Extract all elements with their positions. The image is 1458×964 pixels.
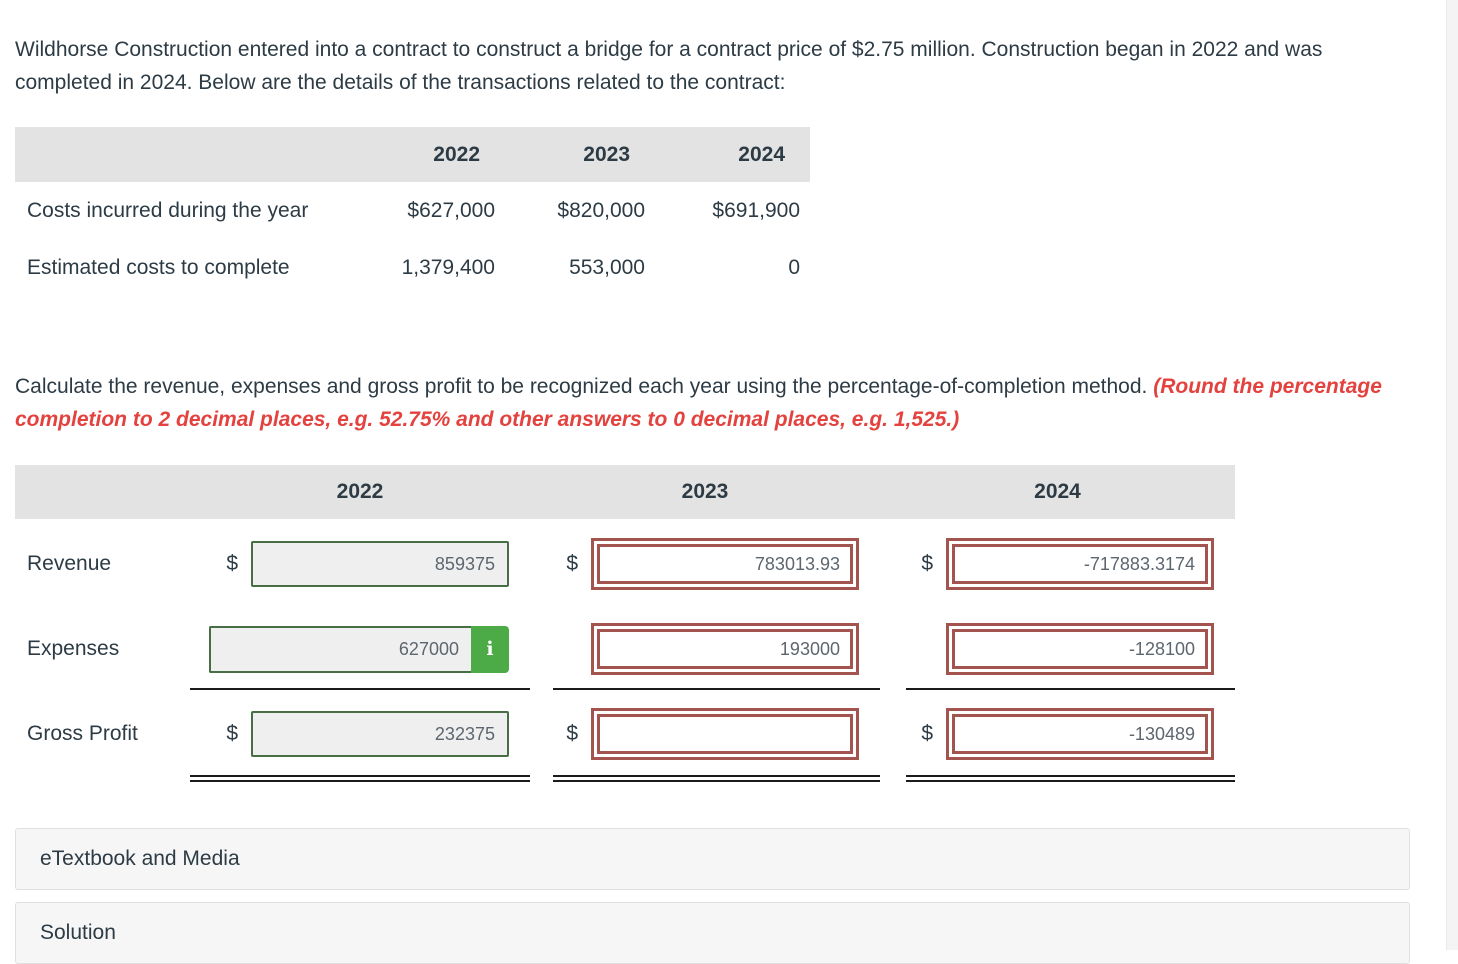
dollar-sign: $ [921, 552, 933, 575]
expenses-2024-input[interactable]: -128100 [946, 623, 1214, 675]
gross-profit-2023-cell: $ [530, 708, 880, 760]
gross-profit-2023-input[interactable] [591, 708, 859, 760]
answer-table: 2022 2023 2024 Revenue $ 859375 $ 783013… [15, 465, 1235, 782]
expenses-2022-cell: 627000 i [190, 625, 530, 673]
cost-table-year-2022: 2022 [433, 142, 480, 166]
expenses-2023-input[interactable]: 193000 [591, 623, 859, 675]
gross-profit-2024-cell: $ -130489 [880, 708, 1235, 760]
dollar-sign: $ [226, 552, 238, 575]
total-rule-2024 [906, 775, 1235, 782]
dollar-sign: $ [566, 552, 578, 575]
answer-year-2024: 2024 [1034, 480, 1081, 503]
estimated-costs-2024: 0 [788, 255, 800, 279]
expenses-label: Expenses [27, 637, 120, 660]
cost-table-header-row: 2022 2023 2024 [15, 127, 810, 182]
costs-incurred-2024: $691,900 [712, 198, 800, 222]
costs-incurred-2022: $627,000 [407, 198, 495, 222]
dollar-sign: $ [566, 722, 578, 745]
answer-year-2023: 2023 [681, 480, 729, 503]
etextbook-panel-label: eTextbook and Media [40, 847, 240, 870]
revenue-2023-value: 783013.93 [597, 544, 853, 584]
dollar-sign: $ [921, 722, 933, 745]
rounding-note: (Round the percentage completion to 2 de… [15, 375, 1382, 431]
gross-profit-2022-cell: $ 232375 [190, 711, 530, 757]
expenses-2024-value: -128100 [952, 629, 1208, 669]
estimated-costs-2022: 1,379,400 [401, 255, 495, 279]
expenses-2023-cell: 193000 [530, 623, 880, 675]
answer-year-2022: 2022 [336, 480, 384, 503]
revenue-2024-value: -717883.3174 [952, 544, 1208, 584]
answer-table-header-row: 2022 2023 2024 [15, 465, 1235, 519]
revenue-2022-cell: $ 859375 [190, 541, 530, 587]
revenue-row: Revenue $ 859375 $ 783013.93 $ -717883.3… [15, 538, 1235, 590]
total-rule-2022 [190, 775, 530, 782]
total-rule-2023 [553, 775, 880, 782]
estimated-costs-label: Estimated costs to complete [27, 255, 290, 279]
costs-incurred-label: Costs incurred during the year [27, 198, 309, 222]
calculation-instruction: Calculate the revenue, expenses and gros… [15, 370, 1405, 436]
estimated-costs-2023: 553,000 [569, 255, 645, 279]
expenses-2024-cell: -128100 [880, 623, 1235, 675]
gross-profit-row: Gross Profit $ 232375 $ $ -130489 [15, 708, 1235, 760]
scrollbar-track[interactable] [1446, 0, 1458, 950]
dollar-sign: $ [226, 722, 238, 745]
total-rule-row [15, 775, 1235, 782]
revenue-2022-input[interactable]: 859375 [251, 541, 509, 587]
gross-profit-2024-input[interactable]: -130489 [946, 708, 1214, 760]
revenue-2024-input[interactable]: -717883.3174 [946, 538, 1214, 590]
table-row: Costs incurred during the year $627,000 … [15, 182, 810, 239]
solution-panel-label: Solution [40, 921, 116, 944]
gross-profit-label: Gross Profit [27, 722, 138, 745]
cost-table-year-2024: 2024 [738, 142, 785, 166]
solution-panel[interactable]: Solution [15, 902, 1410, 964]
subtotal-rule-2023 [553, 688, 880, 690]
problem-statement: Wildhorse Construction entered into a co… [15, 38, 1323, 94]
subtotal-rule-2024 [906, 688, 1235, 690]
instruction-text: Calculate the revenue, expenses and gros… [15, 375, 1148, 398]
subtotal-rule-row [15, 688, 1235, 690]
etextbook-and-media-panel[interactable]: eTextbook and Media [15, 828, 1410, 890]
table-row: Estimated costs to complete 1,379,400 55… [15, 239, 810, 296]
cost-table-year-2023: 2023 [583, 142, 630, 166]
revenue-label: Revenue [27, 552, 112, 575]
expenses-2022-input[interactable]: 627000 [209, 625, 471, 673]
gross-profit-2023-value [597, 714, 853, 754]
expenses-2022-input-group: 627000 i [209, 625, 509, 673]
expenses-2023-value: 193000 [597, 629, 853, 669]
revenue-2023-input[interactable]: 783013.93 [591, 538, 859, 590]
revenue-2023-cell: $ 783013.93 [530, 538, 880, 590]
info-icon[interactable]: i [471, 625, 509, 673]
revenue-2024-cell: $ -717883.3174 [880, 538, 1235, 590]
gross-profit-2024-value: -130489 [952, 714, 1208, 754]
subtotal-rule-2022 [190, 688, 530, 690]
expenses-row: Expenses 627000 i 193000 -128100 [15, 623, 1235, 675]
cost-data-table: 2022 2023 2024 Costs incurred during the… [15, 127, 810, 296]
gross-profit-2022-input[interactable]: 232375 [251, 711, 509, 757]
costs-incurred-2023: $820,000 [557, 198, 645, 222]
